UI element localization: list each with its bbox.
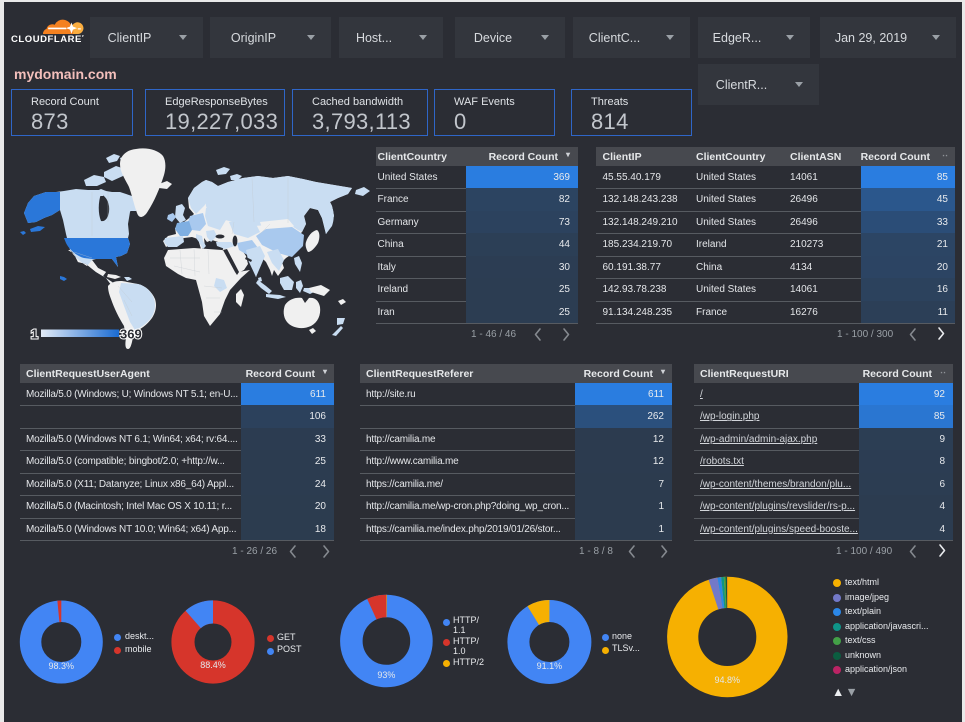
svg-text:94.8%: 94.8% <box>715 675 741 685</box>
svg-text:88.4%: 88.4% <box>200 660 226 670</box>
svg-text:93%: 93% <box>377 670 395 680</box>
svg-text:1: 1 <box>31 327 38 342</box>
svg-text:369: 369 <box>120 327 142 342</box>
svg-text:98.3%: 98.3% <box>49 661 75 671</box>
svg-text:91.1%: 91.1% <box>537 661 563 671</box>
